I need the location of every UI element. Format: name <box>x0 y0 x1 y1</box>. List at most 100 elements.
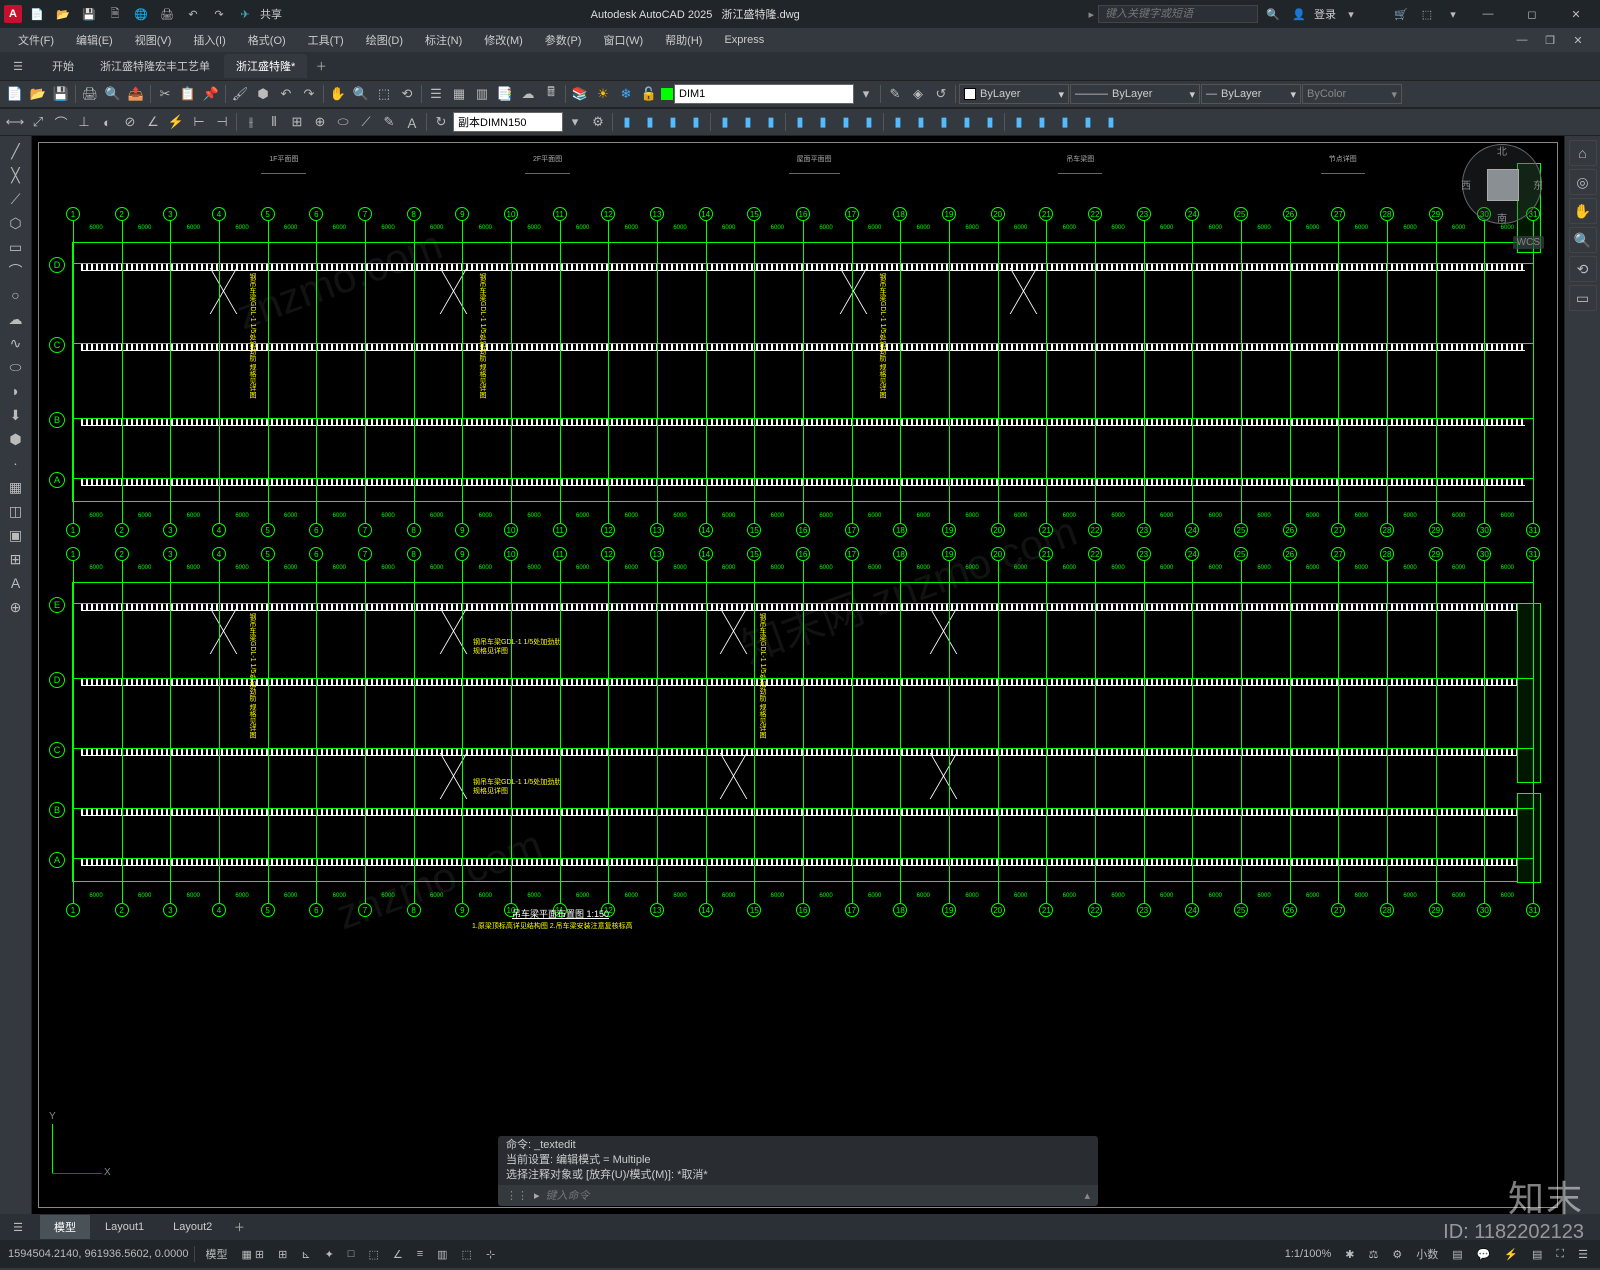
doc-minimize-button[interactable]: — <box>1508 29 1536 51</box>
dimstyle-mgr-icon[interactable]: ⚙ <box>587 111 609 133</box>
gradient-icon[interactable]: ◫ <box>3 500 29 522</box>
menu-file[interactable]: 文件(F) <box>8 29 64 51</box>
mtext-icon[interactable]: A <box>3 572 29 594</box>
nav-zoom-icon[interactable]: 🔍 <box>1569 227 1597 253</box>
share-label[interactable]: 共享 <box>260 6 282 22</box>
m16-icon[interactable]: ▮ <box>979 111 1001 133</box>
layers-icon[interactable]: 📚 <box>569 83 591 105</box>
ellipse-icon[interactable]: ⬭ <box>3 356 29 378</box>
user-icon[interactable]: 👤 <box>1288 3 1310 25</box>
makeblock-icon[interactable]: ⬢ <box>3 428 29 450</box>
laymcur-icon[interactable]: ✎ <box>884 83 906 105</box>
dim-space-icon[interactable]: ⫲ <box>240 111 262 133</box>
search-icon[interactable]: 🔍 <box>1262 3 1284 25</box>
layout-tab-2[interactable]: Layout2 <box>159 1217 226 1237</box>
nav-orbit-icon[interactable]: ⟲ <box>1569 256 1597 282</box>
annoscale-icon[interactable]: ⚖ <box>1364 1246 1382 1263</box>
pline-icon[interactable]: ⟋ <box>3 188 29 210</box>
zoom-win-icon[interactable]: ⬚ <box>373 83 395 105</box>
minimize-button[interactable]: — <box>1468 0 1508 28</box>
lwt-toggle-icon[interactable]: ≡ <box>413 1246 427 1262</box>
polar-toggle-icon[interactable]: ✦ <box>321 1246 338 1263</box>
xline-icon[interactable]: ╳ <box>3 164 29 186</box>
table-icon[interactable]: ⊞ <box>3 548 29 570</box>
layer-freeze-icon[interactable]: ❄ <box>615 83 637 105</box>
polygon-icon[interactable]: ⬡ <box>3 212 29 234</box>
m20-icon[interactable]: ▮ <box>1077 111 1099 133</box>
layout-menu-icon[interactable]: ☰ <box>4 1215 32 1239</box>
qat-undo-icon[interactable]: ↶ <box>182 3 204 25</box>
grid-toggle-icon[interactable]: ▦ ⊞ <box>237 1246 268 1263</box>
command-input[interactable] <box>546 1190 1079 1202</box>
m8-icon[interactable]: ▮ <box>789 111 811 133</box>
addsel-icon[interactable]: ⊕ <box>3 596 29 618</box>
center-icon[interactable]: ⊕ <box>309 111 331 133</box>
iso-icon[interactable]: ▤ <box>1528 1246 1546 1263</box>
arc-icon[interactable]: ⌒ <box>3 260 29 282</box>
match-icon[interactable]: 🖌 <box>229 83 251 105</box>
dim-cont-icon[interactable]: ⊣ <box>211 111 233 133</box>
dim-ang-icon[interactable]: ∠ <box>142 111 164 133</box>
dimstyle-dropdown[interactable] <box>453 112 563 132</box>
units-display[interactable]: 小数 <box>1412 1244 1442 1264</box>
scale-display[interactable]: 1:1/100% <box>1281 1246 1335 1262</box>
nav-wheel-icon[interactable]: ◎ <box>1569 169 1597 195</box>
add-tab-button[interactable]: ＋ <box>309 54 333 78</box>
m1-icon[interactable]: ▮ <box>616 111 638 133</box>
close-button[interactable]: ✕ <box>1556 0 1596 28</box>
maximize-button[interactable]: ◻ <box>1512 0 1552 28</box>
m6-icon[interactable]: ▮ <box>737 111 759 133</box>
notif-icon[interactable]: 💬 <box>1473 1246 1495 1263</box>
dc-icon[interactable]: ▦ <box>448 83 470 105</box>
menu-express[interactable]: Express <box>714 31 774 49</box>
menu-modify[interactable]: 修改(M) <box>474 29 533 51</box>
menu-edit[interactable]: 编辑(E) <box>66 29 123 51</box>
point-icon[interactable]: · <box>3 452 29 474</box>
hw-icon[interactable]: ⚡ <box>1500 1246 1522 1263</box>
wcs-label[interactable]: WCS <box>1513 236 1544 249</box>
ws-toggle-icon[interactable]: ⚙ <box>1388 1246 1406 1263</box>
dim-dia-icon[interactable]: ⊘ <box>119 111 141 133</box>
block-icon[interactable]: ⬢ <box>252 83 274 105</box>
layer-dd-icon[interactable]: ▾ <box>855 83 877 105</box>
m17-icon[interactable]: ▮ <box>1008 111 1030 133</box>
plotstyle-dropdown[interactable]: ByColor▾ <box>1302 84 1402 104</box>
menu-param[interactable]: 参数(P) <box>535 29 592 51</box>
cmd-handle-icon[interactable]: ⋮⋮ <box>506 1189 528 1202</box>
insert-icon[interactable]: ⬇ <box>3 404 29 426</box>
doc-close-button[interactable]: ✕ <box>1564 29 1592 51</box>
menu-format[interactable]: 格式(O) <box>238 29 296 51</box>
apps-icon[interactable]: ⬚ <box>1416 3 1438 25</box>
nav-home-icon[interactable]: ⌂ <box>1569 140 1597 166</box>
modelspace-button[interactable]: 模型 <box>201 1244 231 1264</box>
preview-icon[interactable]: 🔍 <box>102 83 124 105</box>
qat-web-icon[interactable]: 🌐 <box>130 3 152 25</box>
dyn-icon[interactable]: ⊹ <box>482 1246 499 1263</box>
spline-icon[interactable]: ∿ <box>3 332 29 354</box>
layer-dropdown[interactable] <box>674 84 854 104</box>
search-input[interactable] <box>1098 5 1258 23</box>
file-tab-1[interactable]: 浙江盛特隆宏丰工艺单 <box>88 54 222 78</box>
cmd-expand-icon[interactable]: ▴ <box>1084 1189 1090 1202</box>
dimupd-icon[interactable]: ↻ <box>430 111 452 133</box>
coordinates-display[interactable]: 1594504.2140, 961936.5602, 0.0000 <box>8 1248 188 1260</box>
viewcube-w[interactable]: 西 <box>1461 177 1471 192</box>
dim-aligned-icon[interactable]: ⤢ <box>27 111 49 133</box>
layout-tab-model[interactable]: 模型 <box>40 1215 90 1239</box>
layout-tab-1[interactable]: Layout1 <box>91 1217 158 1237</box>
custom-icon[interactable]: ☰ <box>1574 1246 1592 1263</box>
selcyc-icon[interactable]: ⬚ <box>458 1246 476 1263</box>
rect-icon[interactable]: ▭ <box>3 236 29 258</box>
line-icon[interactable]: ╱ <box>3 140 29 162</box>
dim-quick-icon[interactable]: ⚡ <box>165 111 187 133</box>
dim-ord-icon[interactable]: ⊥ <box>73 111 95 133</box>
anno-toggle-icon[interactable]: ✱ <box>1341 1246 1358 1263</box>
exchange-icon[interactable]: ▾ <box>1340 3 1362 25</box>
markup-icon[interactable]: ☁ <box>517 83 539 105</box>
m19-icon[interactable]: ▮ <box>1054 111 1076 133</box>
osnap-toggle-icon[interactable]: □ <box>344 1246 359 1262</box>
dim-break-icon[interactable]: ⦀ <box>263 111 285 133</box>
clean-toggle-icon[interactable]: ⛶ <box>1552 1246 1568 1263</box>
m10-icon[interactable]: ▮ <box>835 111 857 133</box>
ellipsearc-icon[interactable]: ◗ <box>3 380 29 402</box>
